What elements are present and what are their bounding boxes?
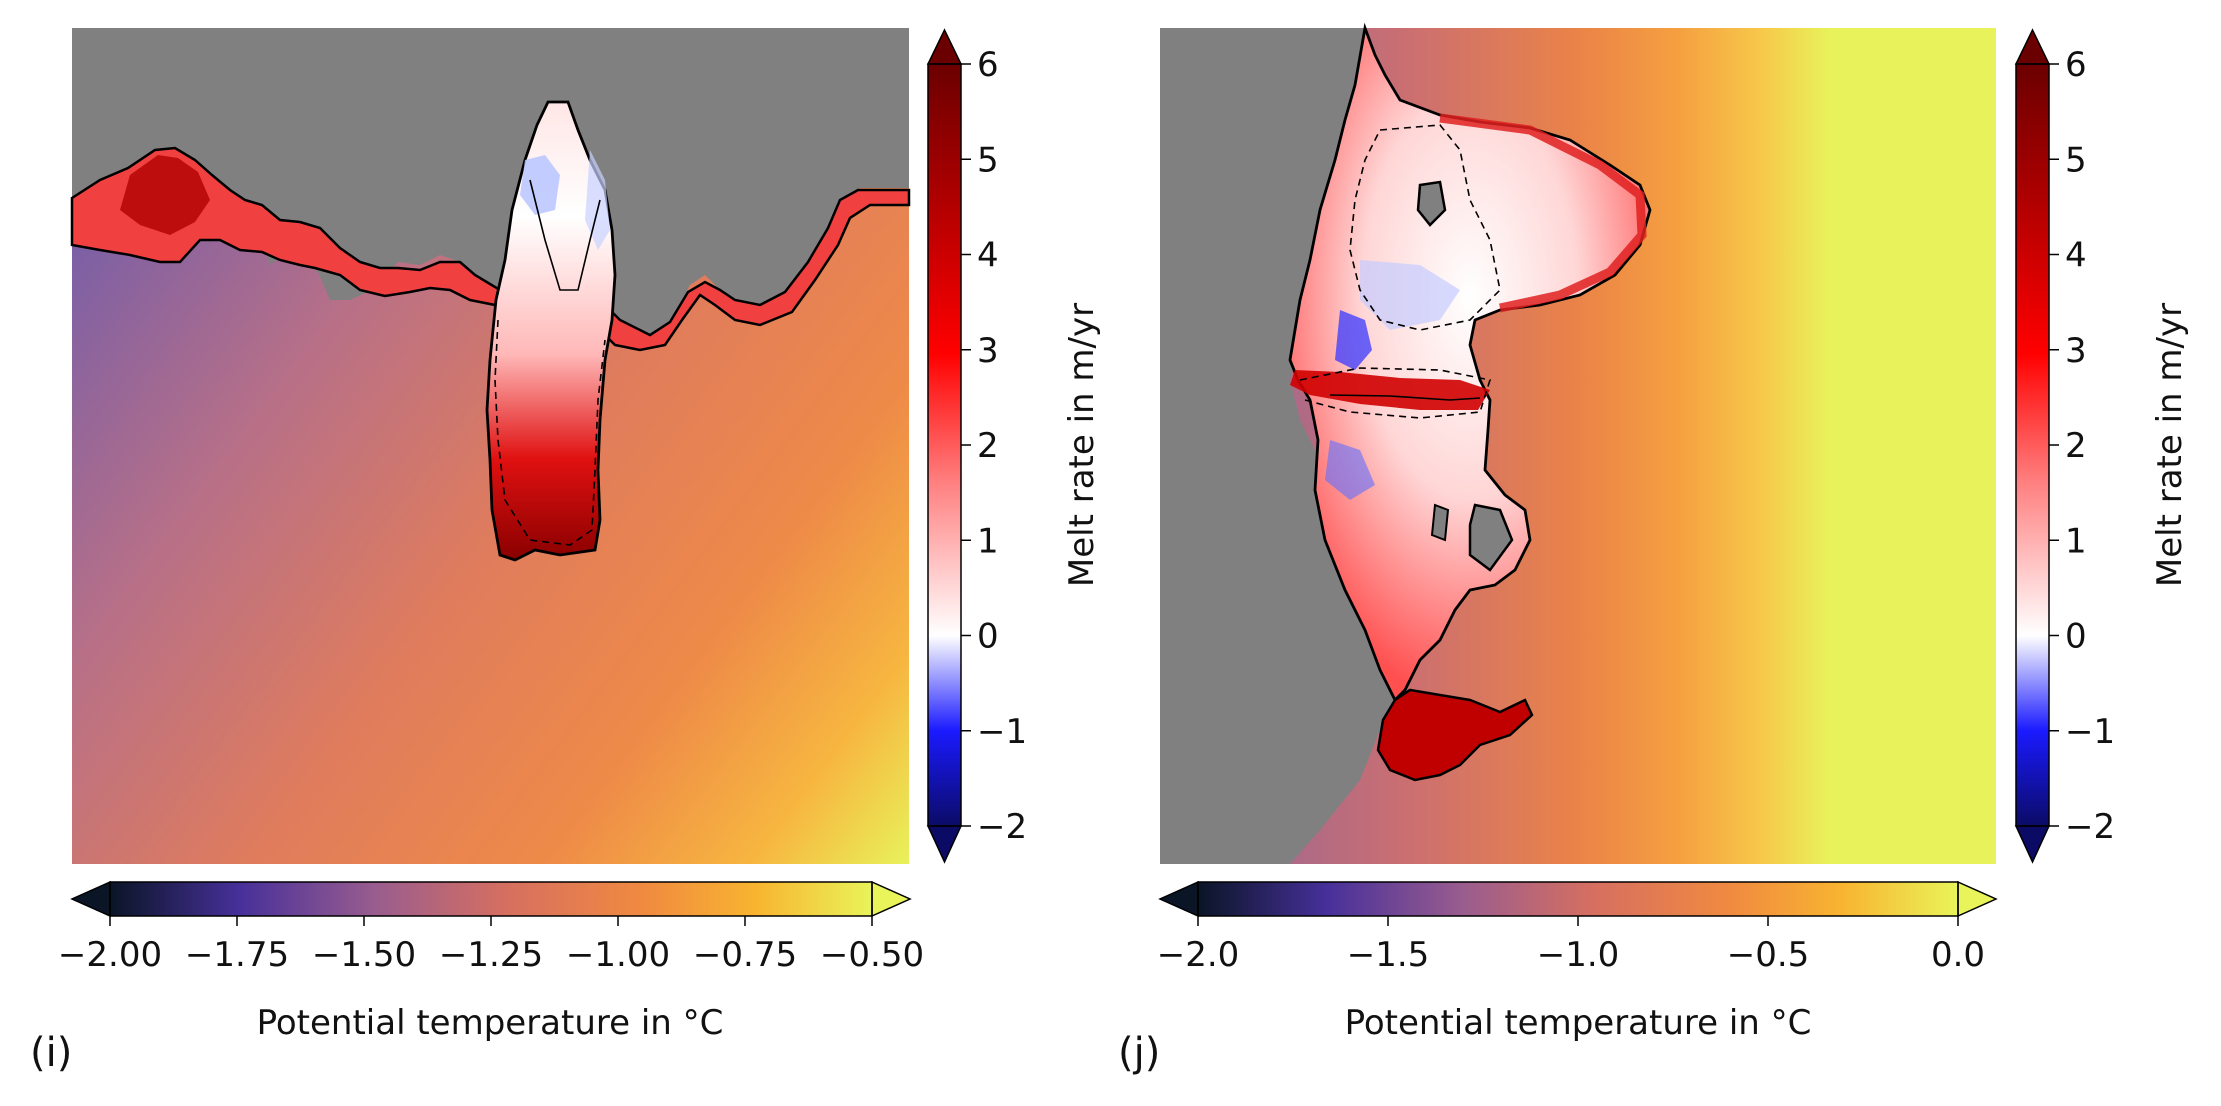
temp-colorbar-max-extend-j: [1957, 880, 1998, 918]
temp-colorbar-i: −2.00 −1.75 −1.50 −1.25 −1.00 −0.75 −0.50 Pote…: [58, 880, 924, 1043]
melt-colorbar-max-extend-i: [926, 28, 963, 65]
temp-tick-label: −1.50: [312, 935, 416, 975]
ice-shelf-dark-patch-i: [120, 155, 210, 235]
land-mask-j: [1160, 28, 1410, 864]
melt-colorbar-ticks-j: −2 −1 0 1 2 3 4 5 6: [2049, 45, 2115, 847]
panel-j: −2 −1 0 1 2 3 4 5 6 Melt rate in m/yr −2.0 −1.5 −1…: [1118, 22, 2190, 1076]
map-j: [1160, 22, 1996, 864]
temp-colorbar-ticks-j: −2.0 −1.5 −1.0 −0.5 0.0: [1157, 916, 1985, 975]
temp-tick-label: −2.0: [1157, 935, 1240, 975]
ice-tongue-blue-patch-i: [520, 155, 560, 215]
melt-colorbar-i: −2 −1 0 1 2 3 4 5 6 Melt rate in m/yr: [926, 28, 1102, 864]
melt-tick-label: 3: [977, 331, 999, 371]
temp-colorbar-j: −2.0 −1.5 −1.0 −0.5 0.0 Potential temperatur…: [1157, 880, 1998, 1043]
ice-shelf-j: [1288, 22, 1652, 703]
temp-tick-label: −0.75: [693, 935, 797, 975]
melt-tick-label: 5: [977, 140, 999, 180]
melt-colorbar-min-extend-i: [926, 825, 963, 864]
ice-shelf-blue-patch-2-j: [1325, 440, 1375, 500]
melt-tick-label: 1: [977, 521, 999, 561]
temp-tick-label: −1.00: [566, 935, 670, 975]
map-i: [70, 28, 911, 864]
panel-label-i: (i): [30, 1030, 72, 1076]
temp-colorbar-min-extend-j: [1158, 880, 1199, 918]
melt-tick-label: 6: [2065, 45, 2087, 85]
ice-shelf-blue-patch-j: [1335, 310, 1372, 370]
island-3-j: [1430, 503, 1450, 542]
melt-tick-label: 2: [2065, 426, 2087, 466]
melt-tick-label: 2: [977, 426, 999, 466]
melt-tick-label: 5: [2065, 140, 2087, 180]
ice-shelf-dashed-contour-j: [1349, 124, 1501, 331]
island-j: [1416, 180, 1447, 227]
melt-tick-label: 4: [977, 236, 999, 276]
melt-colorbar-max-extend-j: [2014, 28, 2051, 65]
temp-tick-label: −1.5: [1347, 935, 1430, 975]
temp-tick-label: −0.5: [1727, 935, 1810, 975]
melt-tick-label: 1: [2065, 521, 2087, 561]
ice-tongue-dashed-contour-i: [494, 319, 606, 546]
ice-tongue-contour-i: [529, 179, 601, 291]
ice-shelf-light-blue-j: [1360, 260, 1460, 330]
melt-tick-label: −2: [977, 807, 1027, 847]
melt-tick-label: 4: [2065, 236, 2087, 276]
melt-colorbar-label-j: Melt rate in m/yr: [2150, 303, 2190, 587]
temp-tick-label: −1.25: [439, 935, 543, 975]
temp-tick-label: 0.0: [1931, 935, 1985, 975]
melt-colorbar-gradient-i: [928, 64, 961, 826]
temp-colorbar-min-extend-i: [70, 880, 111, 918]
melt-colorbar-ticks-i: −2 −1 0 1 2 3 4 5 6: [961, 45, 1027, 847]
melt-tick-label: 0: [977, 617, 999, 657]
temp-tick-label: −1.0: [1537, 935, 1620, 975]
ice-tongue-blue-patch-2-i: [585, 150, 610, 250]
melt-tick-label: 3: [2065, 331, 2087, 371]
temp-tick-label: −2.00: [58, 935, 162, 975]
temp-tick-label: −1.75: [185, 935, 289, 975]
island-2-j: [1468, 503, 1514, 572]
ice-shelf-contour-j: [1329, 394, 1481, 401]
panel-label-j: (j): [1118, 1030, 1160, 1076]
melt-tick-label: 0: [2065, 617, 2087, 657]
melt-tick-label: −1: [2065, 712, 2115, 752]
melt-colorbar-j: −2 −1 0 1 2 3 4 5 6 Melt rate in m/yr: [2014, 28, 2190, 864]
temp-colorbar-gradient-i: [110, 882, 872, 916]
temp-colorbar-ticks-i: −2.00 −1.75 −1.50 −1.25 −1.00 −0.75 −0.50: [58, 916, 924, 975]
temp-tick-label: −0.50: [820, 935, 924, 975]
temp-colorbar-max-extend-i: [871, 880, 912, 918]
melt-colorbar-gradient-j: [2016, 64, 2049, 826]
melt-colorbar-min-extend-j: [2014, 825, 2051, 864]
melt-tick-label: −1: [977, 712, 1027, 752]
ice-shelf-dark-patch-j: [1376, 688, 1534, 782]
melt-tick-label: 6: [977, 45, 999, 85]
temp-colorbar-label-i: Potential temperature in °C: [257, 1003, 724, 1043]
melt-colorbar-label-i: Melt rate in m/yr: [1062, 303, 1102, 587]
panel-i: −2 −1 0 1 2 3 4 5 6 Melt rate in m/yr −2.00 −1.75…: [30, 28, 1102, 1076]
ice-shelf-dashed-contour-2-j: [1299, 367, 1492, 419]
temp-colorbar-gradient-j: [1198, 882, 1958, 916]
melt-tick-label: −2: [2065, 807, 2115, 847]
ice-shelf-red-fringe-j: [1439, 113, 1647, 313]
temp-colorbar-label-j: Potential temperature in °C: [1345, 1003, 1812, 1043]
land-mask-i: [72, 28, 909, 345]
